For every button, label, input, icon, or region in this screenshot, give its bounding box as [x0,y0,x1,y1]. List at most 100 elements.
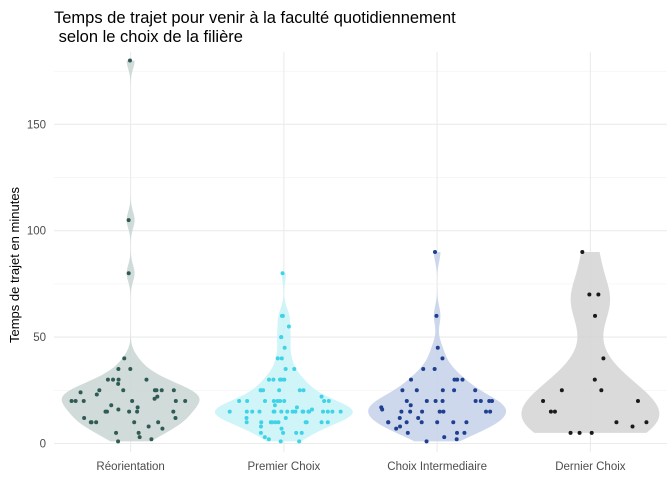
data-point [319,394,324,399]
data-point [451,420,456,425]
data-point [421,367,426,372]
data-point [116,439,121,444]
data-point [434,313,439,318]
data-point [271,377,276,382]
data-point [103,409,108,414]
data-point [152,396,157,401]
data-point [282,398,287,403]
data-point [409,377,414,382]
data-point [601,356,606,361]
data-point [435,420,440,425]
data-point [89,420,94,425]
data-point [299,430,304,435]
data-point [307,409,312,414]
data-point [128,367,133,372]
data-point [408,403,413,408]
data-point [144,377,149,382]
data-point [69,398,74,403]
data-point [227,409,232,414]
data-point [301,388,306,393]
y-tick-label: 150 [27,119,46,131]
data-point [279,356,284,361]
data-point [173,398,178,403]
data-point [419,420,424,425]
data-point [245,398,250,403]
data-point [464,420,469,425]
data-point [281,430,286,435]
data-point [441,409,446,414]
data-point [285,409,290,414]
data-point [568,430,573,435]
data-point [109,403,114,408]
y-axis-title: Temps de trajet en minutes [7,186,22,343]
data-point [244,409,249,414]
data-point [266,377,271,382]
data-point [154,388,159,393]
data-point [237,398,242,403]
data-point [404,398,409,403]
data-point [282,345,287,350]
data-point [97,388,102,393]
data-point [630,424,635,429]
data-point [159,388,164,393]
data-point [386,420,391,425]
data-point [473,398,478,403]
data-point [433,398,438,403]
data-point [405,430,410,435]
data-point [116,367,121,372]
data-point [380,407,385,412]
data-point [294,430,299,435]
data-point [297,439,302,444]
data-point [160,426,165,431]
data-point [478,398,483,403]
data-point [416,415,421,420]
data-point [276,420,281,425]
data-point [310,407,315,412]
data-point [304,420,309,425]
data-point [258,424,263,429]
data-point [275,398,280,403]
y-axis-ticks: 0 50 100 150 [27,119,46,450]
data-point [589,430,594,435]
data-point [319,420,324,425]
data-point [183,398,188,403]
data-point [257,409,262,414]
violin-premier-choix [214,273,353,442]
x-axis-ticks: Réorientation Premier Choix Choix Intermed… [96,461,625,473]
data-point [321,409,326,414]
data-point [400,388,405,393]
data-point [280,271,285,276]
data-point [279,409,284,414]
data-point [116,381,121,386]
data-point [279,377,284,382]
data-point [283,367,288,372]
data-point [424,439,429,444]
data-point [137,435,142,440]
data-point [644,420,649,425]
y-tick-label: 0 [40,438,46,450]
data-point [272,403,277,408]
data-point [173,415,178,420]
data-point [599,388,604,393]
data-point [548,409,553,414]
data-point [420,409,425,414]
violin-reorientation [61,60,200,442]
data-point [126,218,131,223]
data-point [126,271,131,276]
violins [61,60,660,442]
data-point [136,430,141,435]
data-point [399,409,404,414]
data-point [452,377,457,382]
data-point [437,409,442,414]
data-point [135,405,140,410]
violin-dernier-choix [521,252,660,433]
data-point [330,409,335,414]
data-point [105,377,110,382]
data-point [273,420,278,425]
data-point [404,420,409,425]
data-point [398,424,403,429]
data-point [130,398,135,403]
data-point [127,58,132,63]
data-point [452,388,457,393]
data-point [435,345,440,350]
